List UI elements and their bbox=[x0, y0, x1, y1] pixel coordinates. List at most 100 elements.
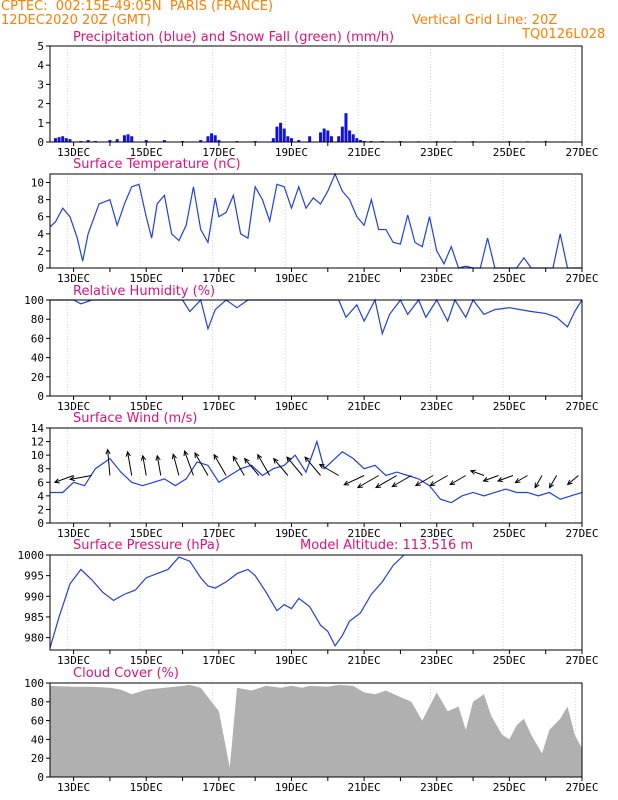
precip-bar bbox=[144, 140, 148, 142]
x-tick-label: 27DEC bbox=[565, 146, 598, 159]
y-tick-label: 2 bbox=[37, 503, 44, 516]
y-tick-label: 6 bbox=[37, 211, 44, 224]
wind-vector bbox=[232, 456, 245, 476]
wind-vector bbox=[357, 475, 379, 488]
x-tick-label: 17DEC bbox=[202, 272, 235, 285]
precip-bar bbox=[329, 136, 333, 142]
wind-vector-head bbox=[171, 453, 177, 460]
x-tick-label: 21DEC bbox=[348, 654, 381, 667]
y-tick-label: 60 bbox=[31, 715, 44, 728]
y-tick-label: 10 bbox=[31, 177, 44, 190]
x-tick-label: 13DEC bbox=[57, 527, 90, 540]
humidity-title: Relative Humidity (%) bbox=[73, 284, 215, 299]
wind-vector bbox=[304, 456, 321, 476]
wind-vector bbox=[184, 450, 194, 476]
y-tick-label: 60 bbox=[31, 332, 44, 345]
wind-vector bbox=[567, 475, 579, 485]
wind-vector bbox=[430, 475, 448, 486]
precip-bar bbox=[319, 132, 323, 142]
wind-vector bbox=[70, 475, 92, 480]
wind-title: Surface Wind (m/s) bbox=[73, 411, 197, 426]
precip-bar bbox=[213, 135, 217, 142]
precip-bar bbox=[351, 134, 355, 142]
precip-bar bbox=[355, 138, 359, 142]
pressure-subtitle: Model Altitude: 113.516 m bbox=[300, 538, 473, 553]
x-tick-label: 23DEC bbox=[420, 146, 453, 159]
x-tick-label: 21DEC bbox=[348, 527, 381, 540]
wind-vector-head bbox=[272, 457, 279, 464]
y-tick-label: 10 bbox=[31, 449, 44, 462]
y-tick-label: 100 bbox=[24, 294, 44, 307]
x-tick-label: 23DEC bbox=[420, 527, 453, 540]
y-tick-label: 0 bbox=[37, 771, 44, 784]
wind-vector-head bbox=[105, 448, 111, 455]
wind-vector bbox=[156, 455, 162, 476]
wind-vector bbox=[213, 454, 227, 476]
precip-bar bbox=[275, 126, 279, 142]
y-tick-label: 20 bbox=[31, 752, 44, 765]
y-tick-label: 8 bbox=[37, 463, 44, 476]
wind-vector-head bbox=[155, 454, 161, 461]
y-tick-label: 20 bbox=[31, 371, 44, 384]
x-tick-label: 13DEC bbox=[57, 654, 90, 667]
x-tick-label: 15DEC bbox=[130, 400, 163, 413]
y-tick-label: 5 bbox=[37, 40, 44, 53]
wind-vector-head bbox=[482, 477, 489, 482]
wind-vector bbox=[470, 470, 485, 476]
x-tick-label: 25DEC bbox=[493, 781, 526, 794]
wind-vector-head bbox=[514, 478, 521, 484]
x-tick-label: 17DEC bbox=[202, 527, 235, 540]
x-tick-label: 15DEC bbox=[130, 654, 163, 667]
x-tick-label: 27DEC bbox=[565, 400, 598, 413]
x-tick-label: 23DEC bbox=[420, 781, 453, 794]
y-tick-label: 3 bbox=[37, 78, 44, 91]
precipitation-frame bbox=[49, 45, 583, 143]
wind-vector bbox=[54, 475, 74, 483]
wind-vector-head bbox=[125, 450, 131, 457]
wind-vector bbox=[194, 452, 209, 476]
header-model-code: TQ0126L028 bbox=[522, 27, 606, 42]
y-tick-label: 8 bbox=[37, 194, 44, 207]
wind-vector-head bbox=[496, 477, 503, 482]
x-tick-label: 15DEC bbox=[130, 781, 163, 794]
y-tick-label: 990 bbox=[24, 590, 44, 603]
y-tick-label: 4 bbox=[37, 490, 44, 503]
wind-vector bbox=[415, 475, 434, 486]
wind-vector bbox=[497, 475, 514, 482]
precip-bar bbox=[130, 136, 134, 142]
precip-bar bbox=[108, 140, 112, 142]
temperature-line bbox=[49, 172, 582, 269]
precip-bar bbox=[289, 138, 293, 142]
precip-bar bbox=[86, 140, 90, 142]
wind-vector-head bbox=[356, 483, 363, 489]
precip-bar bbox=[322, 128, 326, 142]
wind-vector bbox=[343, 475, 365, 486]
wind-vector-head bbox=[243, 457, 250, 464]
temperature-frame bbox=[49, 173, 583, 269]
wind-vector-head bbox=[68, 475, 76, 482]
y-tick-label: 80 bbox=[31, 696, 44, 709]
y-tick-label: 4 bbox=[37, 228, 44, 241]
precip-bar bbox=[271, 138, 275, 142]
wind-frame bbox=[49, 427, 583, 524]
precip-bar bbox=[210, 133, 214, 142]
precip-bar bbox=[286, 136, 290, 142]
wind-vector-head bbox=[257, 453, 263, 460]
x-tick-label: 15DEC bbox=[130, 272, 163, 285]
wind-vector-head bbox=[53, 478, 60, 484]
snow-bar bbox=[544, 140, 548, 142]
y-tick-label: 995 bbox=[24, 570, 44, 583]
precip-bar bbox=[297, 140, 301, 142]
y-tick-label: 2 bbox=[37, 98, 44, 111]
cloud-title: Cloud Cover (%) bbox=[73, 666, 179, 681]
precip-bar bbox=[217, 140, 221, 142]
x-tick-label: 25DEC bbox=[493, 527, 526, 540]
wind-vector bbox=[319, 464, 339, 476]
precip-bar bbox=[337, 136, 341, 142]
humidity-line bbox=[50, 298, 583, 336]
y-tick-label: 6 bbox=[37, 476, 44, 489]
precip-bar bbox=[162, 140, 166, 142]
y-tick-label: 0 bbox=[37, 262, 44, 275]
x-tick-label: 21DEC bbox=[348, 400, 381, 413]
header-date: 12DEC2020 20Z (GMT) bbox=[1, 13, 152, 28]
